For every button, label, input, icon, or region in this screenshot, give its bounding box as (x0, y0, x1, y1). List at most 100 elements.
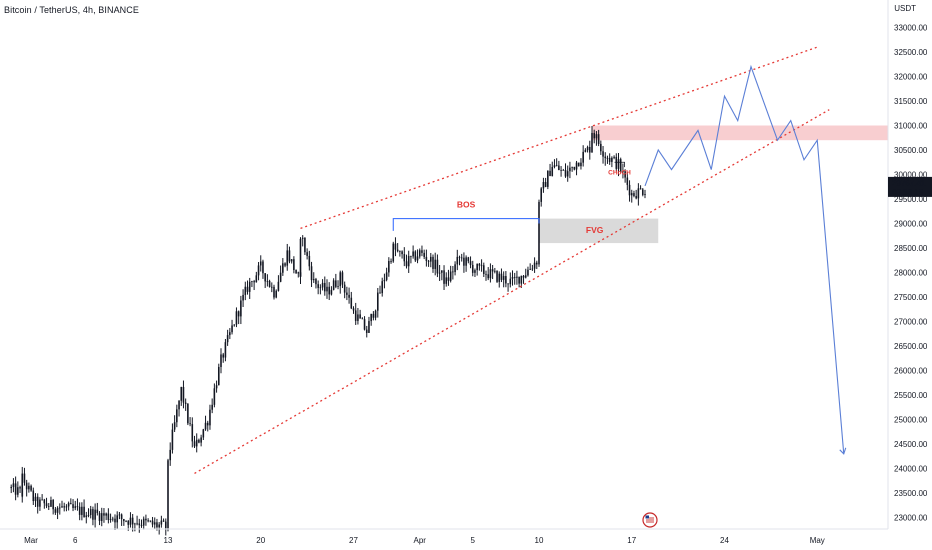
candle-body (465, 257, 467, 266)
y-tick-label: 33000.00 (894, 24, 928, 33)
candle-body (489, 269, 492, 279)
candle-body (421, 250, 423, 253)
candle-body (394, 243, 397, 250)
candle-body (637, 188, 640, 199)
candle-body (226, 335, 229, 343)
candle-body (584, 150, 587, 152)
candle-body (586, 146, 589, 151)
candle-body (78, 506, 81, 515)
y-tick-label: 23500.00 (894, 489, 928, 498)
y-tick-label: 29000.00 (894, 220, 928, 229)
candle-body (47, 506, 50, 507)
candle-body (591, 132, 593, 149)
candle-body (555, 165, 558, 167)
wedge-upper-line[interactable] (300, 46, 818, 230)
symbol-title[interactable]: Bitcoin / TetherUS, 4h, BINANCE (4, 5, 139, 15)
candle-body (189, 423, 191, 425)
candle-body (361, 318, 364, 320)
candle-body (131, 517, 134, 525)
candle-body (558, 165, 560, 171)
candle-body (414, 251, 417, 261)
candle-body (270, 286, 273, 288)
y-tick-label: 32000.00 (894, 73, 928, 82)
candle-body (357, 314, 359, 321)
candle-body (195, 439, 198, 447)
candle-body (14, 483, 17, 495)
y-tick-label: 31000.00 (894, 122, 928, 131)
candle-body (480, 265, 483, 267)
candle-body (447, 277, 450, 281)
candle-body (405, 261, 408, 267)
candle-body (588, 146, 591, 153)
candle-body (264, 273, 266, 282)
candle-body (403, 254, 406, 262)
candle-body (432, 256, 434, 269)
candle-body (125, 520, 127, 522)
candle-body (630, 193, 633, 196)
candle-body (173, 422, 176, 430)
candle-body (354, 310, 357, 321)
candle-body (167, 460, 169, 522)
candle-body (178, 400, 180, 410)
bos-line[interactable] (392, 218, 540, 231)
fvg-label[interactable]: FVG (586, 225, 604, 235)
x-tick-label: 20 (256, 536, 265, 545)
candle-body (191, 424, 194, 442)
candle-body (478, 263, 481, 266)
bos-label[interactable]: BOS (457, 200, 476, 210)
price-axis[interactable] (888, 0, 932, 550)
candle-body (401, 251, 403, 255)
candle-body (407, 255, 410, 267)
candle-body (449, 271, 452, 281)
candle-body (507, 283, 509, 285)
candle-body (383, 279, 386, 282)
candle-body (246, 286, 249, 292)
candle-body (379, 292, 381, 294)
candle-body (438, 272, 441, 274)
y-tick-label: 30500.00 (894, 146, 928, 155)
candle-body (153, 522, 156, 525)
candle-body (116, 515, 119, 523)
candle-body (553, 165, 556, 167)
candle-body (237, 311, 240, 317)
fvg-zone[interactable] (539, 218, 659, 244)
wedge-lower-line[interactable] (194, 109, 830, 474)
candle-body (531, 268, 534, 270)
candle-body (248, 281, 251, 292)
candle-body (306, 252, 308, 256)
projection-path[interactable] (644, 64, 845, 454)
candle-body (359, 314, 361, 319)
candle-body (200, 437, 202, 443)
candle-body (454, 264, 456, 273)
candle-body (240, 300, 242, 317)
candle-body (538, 201, 540, 257)
candle-body (597, 134, 600, 144)
candle-body (290, 259, 293, 262)
candle-body (595, 134, 598, 139)
candle-body (160, 520, 163, 525)
candle-body (28, 485, 30, 490)
candle-body (105, 513, 107, 516)
candle-body (92, 509, 94, 520)
candle-body (299, 238, 302, 277)
choch-label[interactable]: CHoCH (608, 170, 631, 177)
choch-line[interactable] (614, 161, 625, 168)
candle-body (273, 286, 275, 298)
candle-body (96, 509, 99, 514)
candle-body (615, 156, 618, 169)
candle-body (511, 277, 514, 279)
candle-body (304, 237, 306, 253)
candle-body (229, 332, 231, 336)
candle-body (140, 525, 143, 526)
x-tick-label: 5 (471, 536, 476, 545)
candle-body (496, 270, 498, 282)
candle-body (535, 262, 538, 265)
candle-body (266, 280, 269, 282)
candle-body (469, 261, 472, 265)
candle-body (392, 243, 395, 262)
last-price-badge[interactable] (888, 176, 932, 197)
candle-body (52, 500, 54, 510)
resistance-zone[interactable] (592, 125, 888, 141)
